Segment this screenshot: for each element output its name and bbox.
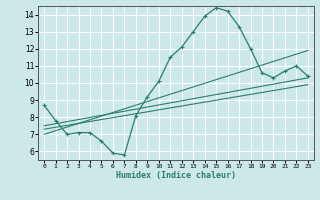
X-axis label: Humidex (Indice chaleur): Humidex (Indice chaleur) (116, 171, 236, 180)
